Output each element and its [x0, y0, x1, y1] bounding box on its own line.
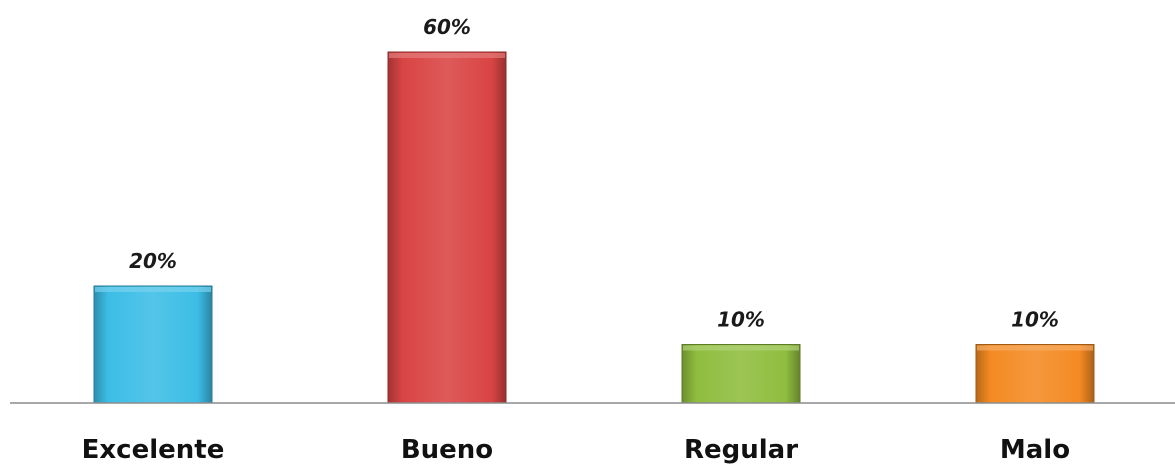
bar-regular [681, 344, 801, 404]
bar-excelente [93, 285, 213, 404]
bar-malo [975, 344, 1095, 404]
category-label-malo: Malo [1000, 435, 1070, 465]
labels-group: 20% Excelente 60% Bueno 10% Regular 10% Malo [82, 15, 1070, 465]
category-label-bueno: Bueno [401, 435, 493, 465]
data-label-bueno: 60% [423, 15, 471, 39]
bar-highlight-regular [683, 345, 799, 351]
bar-highlight-bueno [389, 53, 505, 58]
bar-bueno [387, 51, 507, 404]
bar-highlight-malo [977, 345, 1093, 351]
data-label-excelente: 20% [129, 249, 177, 273]
data-label-regular: 10% [717, 308, 765, 332]
category-label-regular: Regular [684, 435, 798, 465]
category-label-excelente: Excelente [82, 435, 225, 465]
bars-group [93, 51, 1095, 404]
bar-highlight-excelente [95, 287, 211, 292]
data-label-malo: 10% [1011, 308, 1059, 332]
